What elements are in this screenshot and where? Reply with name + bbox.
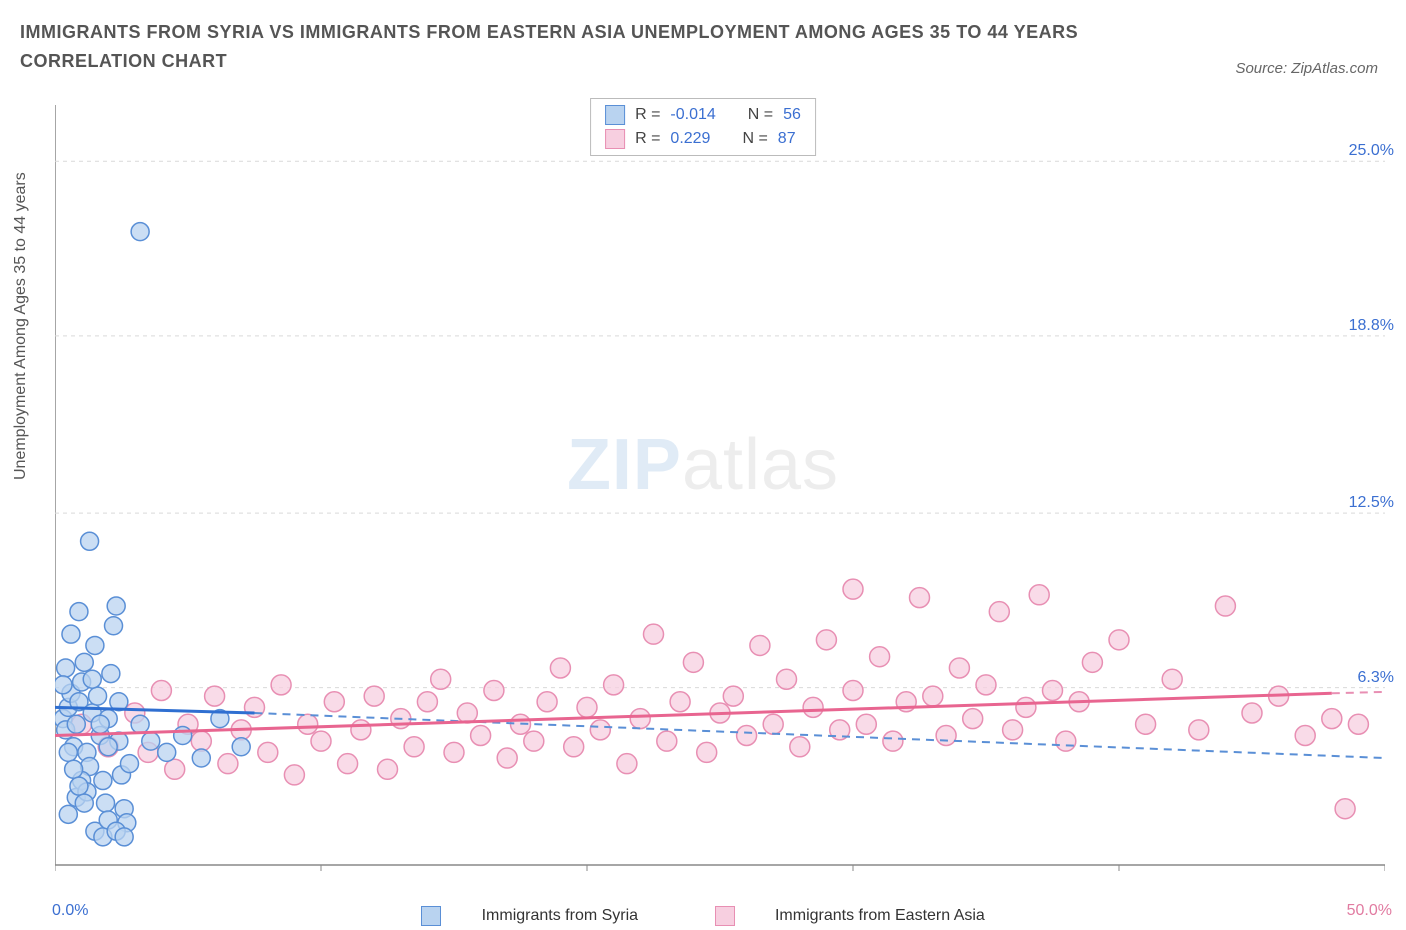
chart-title: IMMIGRANTS FROM SYRIA VS IMMIGRANTS FROM… (20, 18, 1120, 76)
swatch-syria (605, 105, 625, 125)
source-label: Source: ZipAtlas.com (1235, 60, 1378, 77)
y-tick-label: 12.5% (1349, 494, 1394, 512)
y-tick-label: 18.8% (1349, 317, 1394, 335)
scatter-chart (55, 95, 1385, 875)
legend-series: Immigrants from Syria Immigrants from Ea… (0, 906, 1406, 926)
swatch-easia (605, 129, 625, 149)
legend-stats: R = -0.014 N = 56 R = 0.229 N = 87 (590, 98, 816, 156)
swatch-easia-b (715, 906, 735, 926)
y-tick-label: 6.3% (1358, 669, 1394, 687)
swatch-syria-b (421, 906, 441, 926)
y-axis-label: Unemployment Among Ages 35 to 44 years (12, 172, 30, 480)
y-tick-label: 25.0% (1349, 142, 1394, 160)
